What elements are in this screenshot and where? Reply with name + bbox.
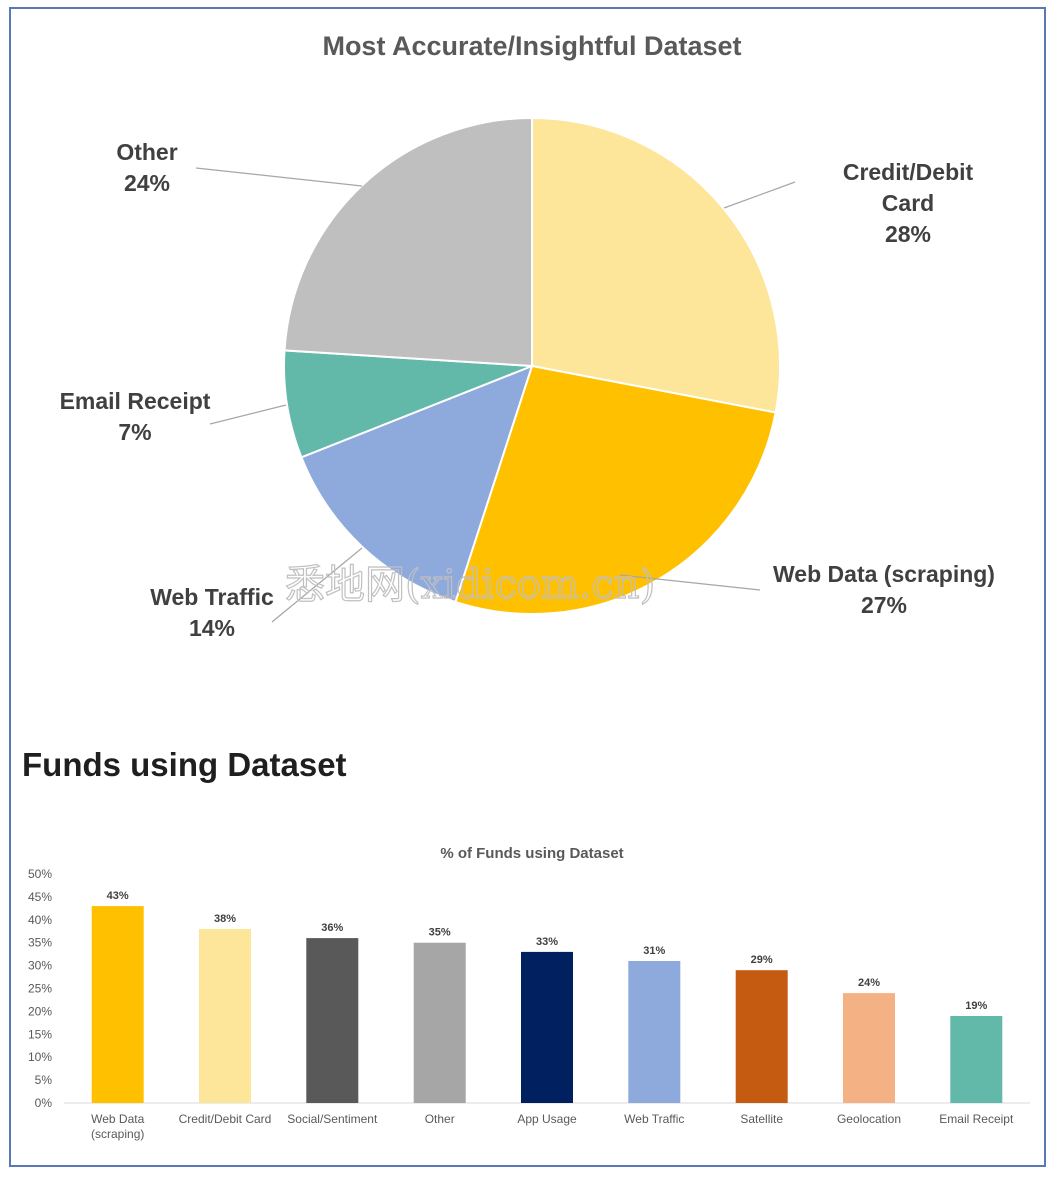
x-tick-label-credit-debit-card: Credit/Debit Card bbox=[179, 1112, 272, 1126]
bar-email-receipt bbox=[950, 1016, 1003, 1103]
bar-web-data-scraping bbox=[91, 906, 144, 1103]
bar-social-sentiment bbox=[306, 938, 359, 1103]
data-label-web-data-scraping: 43% bbox=[107, 890, 129, 902]
pie-leader-line-credit-debit-card bbox=[723, 181, 796, 209]
data-label-geolocation: 24% bbox=[858, 977, 880, 989]
data-label-social-sentiment: 36% bbox=[321, 922, 343, 934]
bar-chart-title: % of Funds using Dataset bbox=[440, 845, 623, 862]
pie-slice-other bbox=[283, 116, 533, 368]
x-tick-label-web-data-scraping: Web Data (scraping) bbox=[91, 1112, 145, 1141]
watermark-text: 悉地网(xidicom.cn) bbox=[285, 562, 655, 608]
pie-label-email-receipt: Email Receipt 7% bbox=[60, 388, 211, 445]
x-tick-label-app-usage: App Usage bbox=[517, 1112, 577, 1126]
x-tick-label-geolocation: Geolocation bbox=[837, 1112, 901, 1126]
pie-leader-line-other bbox=[195, 167, 363, 187]
data-label-other: 35% bbox=[429, 927, 451, 939]
x-tick-label-satellite: Satellite bbox=[740, 1112, 783, 1126]
y-tick-label: 50% bbox=[28, 867, 52, 881]
pie-leader-line-web-data-scraping bbox=[619, 574, 761, 591]
x-tick-label-social-sentiment: Social/Sentiment bbox=[287, 1112, 378, 1126]
pie-label-other: Other 24% bbox=[116, 139, 177, 196]
x-tick-label-other: Other bbox=[425, 1112, 455, 1126]
y-tick-label: 40% bbox=[28, 913, 52, 927]
x-tick-label-web-traffic: Web Traffic bbox=[624, 1112, 684, 1126]
pie-label-credit-debit-card: Credit/Debit Card 28% bbox=[843, 159, 974, 247]
x-tick-label-email-receipt: Email Receipt bbox=[939, 1112, 1014, 1126]
y-tick-label: 15% bbox=[28, 1027, 52, 1041]
data-label-email-receipt: 19% bbox=[965, 1000, 987, 1012]
y-tick-label: 30% bbox=[28, 959, 52, 973]
bar-geolocation bbox=[843, 993, 895, 1103]
pie-chart-title: Most Accurate/Insightful Dataset bbox=[322, 31, 741, 61]
bar-credit-debit-card bbox=[199, 929, 251, 1103]
data-label-satellite: 29% bbox=[751, 954, 773, 966]
pie-slice-email-receipt bbox=[283, 349, 533, 459]
pie-leader-line-email-receipt bbox=[209, 404, 287, 425]
y-tick-label: 25% bbox=[28, 982, 52, 996]
chart-frame bbox=[9, 7, 1046, 1167]
data-label-credit-debit-card: 38% bbox=[214, 913, 236, 925]
pie-slice-credit-debit-card bbox=[531, 116, 781, 414]
pie-label-web-traffic: Web Traffic 14% bbox=[150, 584, 274, 641]
pie-leader-line-web-traffic bbox=[271, 547, 363, 623]
pie-label-web-data-scraping: Web Data (scraping) 27% bbox=[773, 561, 995, 618]
pie-chart: Credit/Debit Card 28% Web Data (scraping) 27… bbox=[60, 116, 995, 641]
y-tick-label: 45% bbox=[28, 890, 52, 904]
y-tick-label: 20% bbox=[28, 1004, 52, 1018]
data-label-app-usage: 33% bbox=[536, 936, 558, 948]
bar-web-traffic bbox=[628, 961, 681, 1103]
bar-section-heading: Funds using Dataset bbox=[22, 746, 347, 783]
bar-satellite bbox=[735, 970, 788, 1103]
data-label-web-traffic: 31% bbox=[643, 945, 665, 957]
bar-app-usage bbox=[521, 951, 573, 1103]
bar-chart: 0% 5% 10% 15% 20% 25% 30% 35% 40% 45% 50% 43% Web Da… bbox=[28, 867, 1030, 1141]
pie-slice-web-traffic bbox=[300, 364, 534, 604]
y-tick-label: 10% bbox=[28, 1050, 52, 1064]
y-tick-label: 5% bbox=[35, 1073, 53, 1087]
bar-other bbox=[413, 942, 466, 1103]
y-tick-label: 0% bbox=[35, 1096, 53, 1110]
y-tick-label: 35% bbox=[28, 936, 52, 950]
